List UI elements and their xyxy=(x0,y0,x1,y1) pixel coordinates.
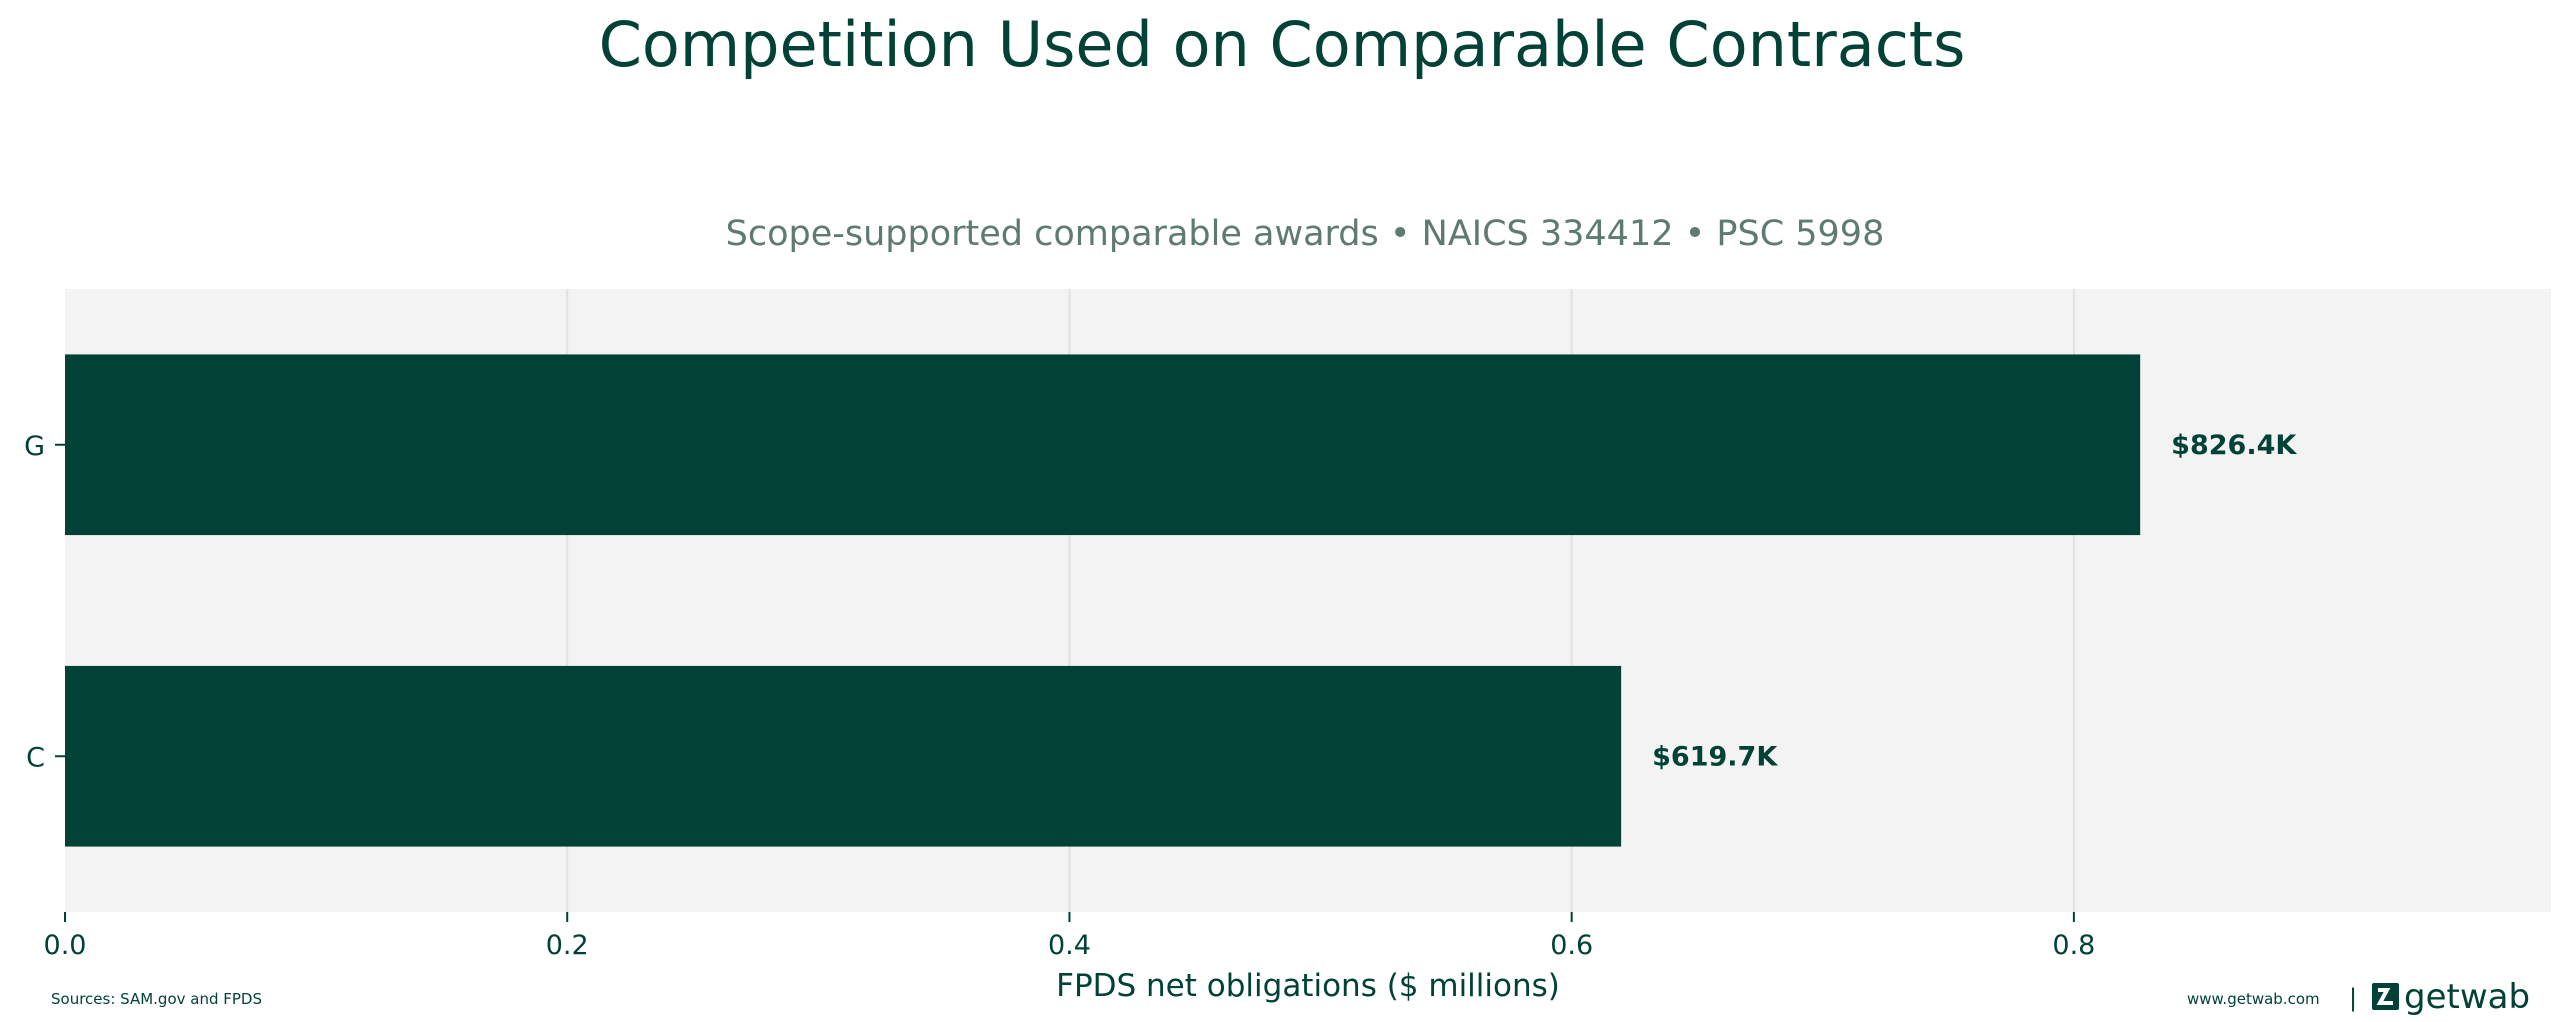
bar-G xyxy=(65,354,2141,536)
x-tick-label: 0.0 xyxy=(44,930,87,961)
x-tick-label: 0.4 xyxy=(1048,930,1091,961)
x-axis: 0.0 0.2 0.4 0.6 0.8 xyxy=(44,912,2095,961)
bar-value-label: $826.4K xyxy=(2171,430,2297,461)
y-axis: GC xyxy=(24,431,65,773)
getwab-logo-icon xyxy=(2372,983,2399,1010)
chart-subtitle: Scope-supported comparable awards • NAIC… xyxy=(726,214,1885,254)
bar-C xyxy=(65,665,1622,847)
chart-title: Competition Used on Comparable Contracts xyxy=(599,8,1966,81)
footer-separator: | xyxy=(2349,984,2357,1012)
bars: $826.4K $619.7K xyxy=(65,354,2297,847)
x-axis-label: FPDS net obligations ($ millions) xyxy=(1056,968,1560,1004)
sources-note: Sources: SAM.gov and FPDS xyxy=(51,990,262,1008)
x-tick-label: 0.8 xyxy=(2052,930,2095,961)
brand-wordmark: getwab xyxy=(2404,977,2530,1017)
x-tick-label: 0.6 xyxy=(1550,930,1593,961)
x-tick-label: 0.2 xyxy=(546,930,589,961)
y-tick-label: G xyxy=(24,431,45,462)
y-tick-label: C xyxy=(26,742,45,773)
bar-value-label: $619.7K xyxy=(1652,741,1778,772)
website-link[interactable]: www.getwab.com xyxy=(2187,990,2320,1008)
